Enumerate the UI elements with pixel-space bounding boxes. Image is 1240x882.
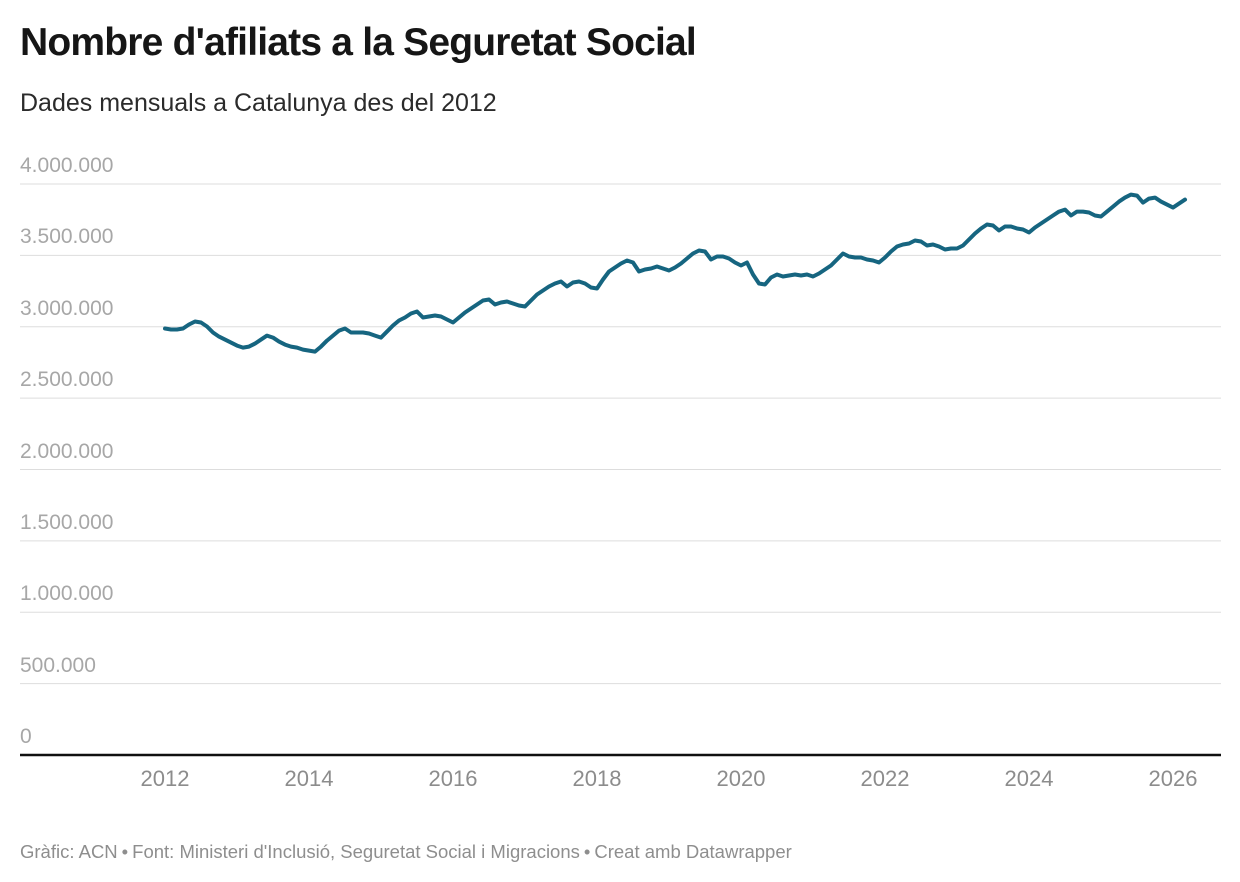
y-tick-label: 1.500.000 xyxy=(20,510,114,534)
x-tick-label: 2012 xyxy=(140,766,190,791)
x-tick-label: 2016 xyxy=(428,766,478,791)
affiliation-data-line xyxy=(163,192,1187,354)
footer-separator: • xyxy=(583,841,591,862)
x-tick-label: 2020 xyxy=(716,766,766,791)
y-tick-label: 0 xyxy=(20,725,32,748)
x-tick-label: 2018 xyxy=(572,766,622,791)
y-tick-label: 4.000.000 xyxy=(20,154,114,177)
footer-separator: • xyxy=(121,841,129,862)
gridlines xyxy=(20,183,1221,685)
x-tick-label: 2026 xyxy=(1148,766,1198,791)
chart-footer: Gràfic: ACN • Font: Ministeri d'Inclusió, … xyxy=(20,840,1220,863)
y-tick-label: 500.000 xyxy=(20,653,96,677)
x-tick-label: 2014 xyxy=(284,766,334,791)
footer-credit: Gràfic: ACN xyxy=(20,841,118,862)
y-tick-label: 1.000.000 xyxy=(20,582,114,606)
footer-source: Font: Ministeri d'Inclusió, Seguretat So… xyxy=(132,841,580,862)
x-tick-label: 2024 xyxy=(1004,766,1054,791)
x-tick-label: 2022 xyxy=(860,766,910,791)
y-tick-label: 2.500.000 xyxy=(20,368,114,392)
y-tick-label: 2.000.000 xyxy=(20,439,114,463)
y-tick-label: 3.500.000 xyxy=(20,225,114,249)
chart-title: Nombre d'afiliats a la Seguretat Social xyxy=(20,21,697,64)
datawrapper-link[interactable]: Creat amb Datawrapper xyxy=(594,841,792,862)
chart-subtitle: Dades mensuals a Catalunya des del 2012 xyxy=(20,89,497,117)
y-tick-label: 3.000.000 xyxy=(20,296,114,320)
